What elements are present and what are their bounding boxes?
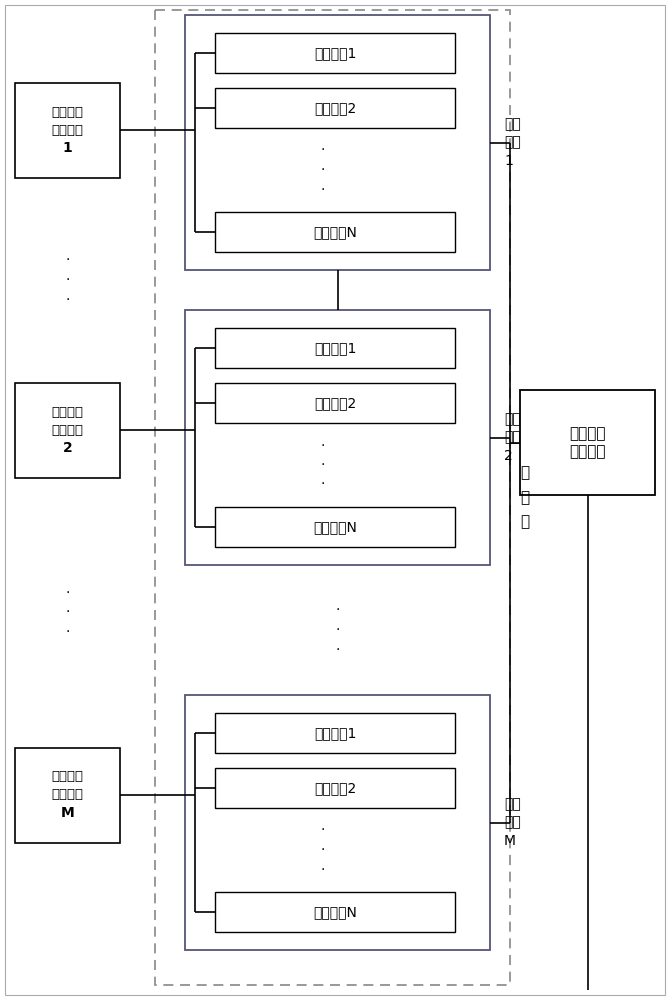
Bar [215, 892, 455, 932]
Text: 电池单体: 电池单体 [52, 406, 83, 418]
Bar [215, 507, 455, 547]
Text: 电池单䥳2: 电池单䥳2 [314, 101, 356, 115]
Bar [15, 83, 120, 178]
Text: 电池单䥳2: 电池单䥳2 [314, 396, 356, 410]
Text: 电池单体: 电池单体 [52, 770, 83, 784]
Text: 电池
模块
M: 电池 模块 M [504, 797, 521, 848]
Text: 电
池
组: 电 池 组 [520, 465, 529, 530]
Text: 1: 1 [62, 141, 72, 155]
Text: ·
·
·: · · · [336, 603, 340, 656]
Text: ·
·
·: · · · [320, 438, 325, 491]
Text: 电池单䥳2: 电池单䥳2 [314, 781, 356, 795]
Text: 管理单元: 管理单元 [52, 424, 83, 436]
Text: 管理单元: 管理单元 [52, 123, 83, 136]
Bar [215, 88, 455, 128]
Bar [155, 10, 510, 985]
Bar [520, 390, 655, 495]
Text: 电池单体N: 电池单体N [313, 905, 357, 919]
Bar [215, 328, 455, 368]
Bar [215, 212, 455, 252]
Text: 电池单体: 电池单体 [52, 105, 83, 118]
Text: 电池模块: 电池模块 [569, 426, 606, 441]
Text: ·
·
·: · · · [65, 586, 70, 639]
Bar [215, 768, 455, 808]
Text: 管理单元: 管理单元 [52, 788, 83, 802]
Text: 电池单体N: 电池单体N [313, 520, 357, 534]
Bar [185, 695, 490, 950]
Bar [215, 33, 455, 73]
Text: 电池
模块
2: 电池 模块 2 [504, 412, 521, 463]
Text: 电池单䥳1: 电池单䥳1 [314, 46, 356, 60]
Text: 2: 2 [62, 441, 72, 455]
Text: 电池单䥳1: 电池单䥳1 [314, 341, 356, 355]
Bar [215, 713, 455, 753]
Bar [15, 382, 120, 478]
Text: 电池单体N: 电池单体N [313, 225, 357, 239]
Text: 电池单䥳1: 电池单䥳1 [314, 726, 356, 740]
Bar [215, 383, 455, 423]
Text: ·
·
·: · · · [320, 143, 325, 196]
Text: ·
·
·: · · · [320, 824, 325, 876]
Bar [185, 310, 490, 565]
Bar [185, 15, 490, 270]
Text: ·
·
·: · · · [65, 253, 70, 306]
Text: 管理单元: 管理单元 [569, 444, 606, 459]
Text: M: M [60, 806, 74, 820]
Text: 电池
模块
1: 电池 模块 1 [504, 117, 521, 168]
Bar [15, 748, 120, 842]
